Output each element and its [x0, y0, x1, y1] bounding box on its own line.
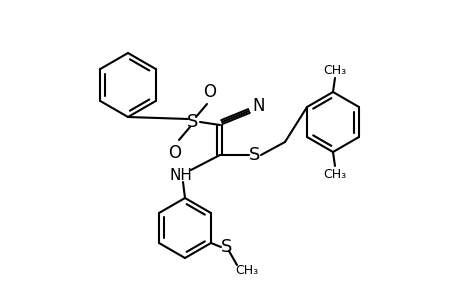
- Text: S: S: [249, 146, 260, 164]
- Text: S: S: [221, 238, 232, 256]
- Text: NH: NH: [169, 167, 192, 182]
- Text: CH₃: CH₃: [323, 64, 346, 76]
- Text: O: O: [168, 144, 181, 162]
- Text: N: N: [252, 97, 265, 115]
- Text: CH₃: CH₃: [235, 263, 258, 277]
- Text: O: O: [203, 83, 216, 101]
- Text: S: S: [187, 113, 198, 131]
- Text: CH₃: CH₃: [323, 167, 346, 181]
